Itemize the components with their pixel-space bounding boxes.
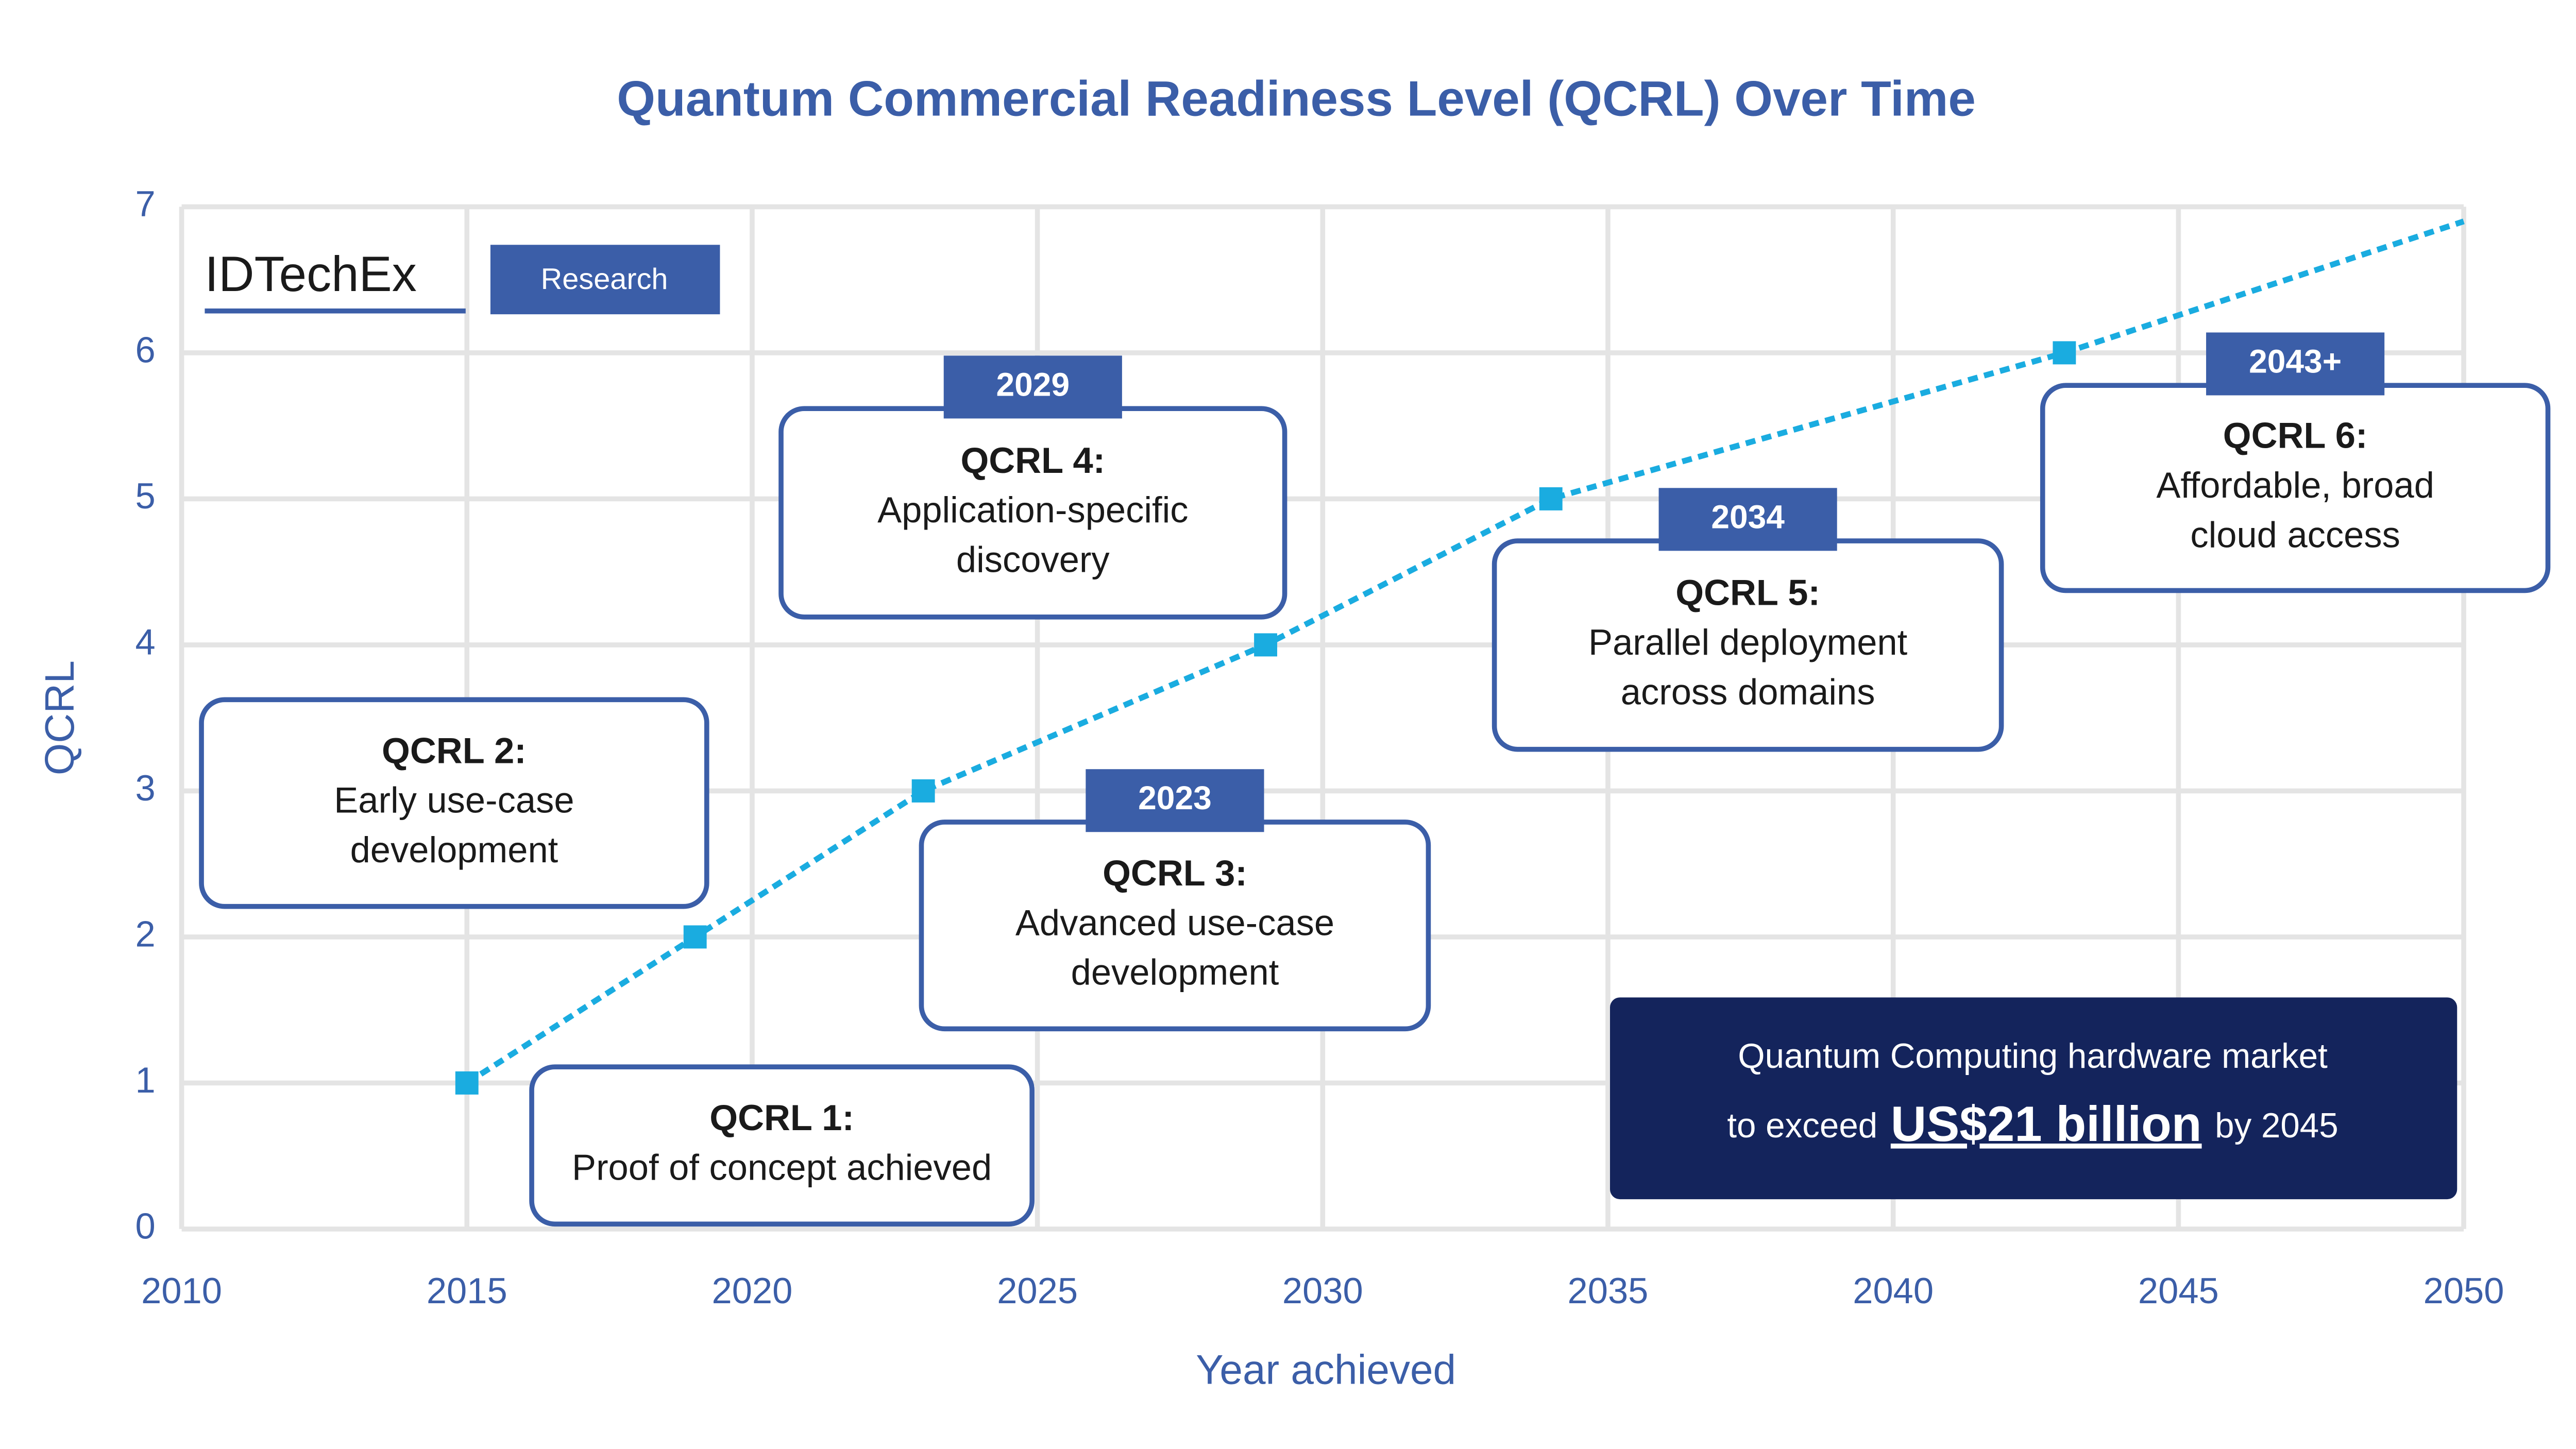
data-point xyxy=(911,779,935,803)
annotation-badge-bg xyxy=(2206,332,2385,396)
data-point xyxy=(455,1071,479,1095)
y-tick-label: 5 xyxy=(135,475,155,516)
annotation-box xyxy=(529,1064,1035,1227)
x-tick-label: 2050 xyxy=(2424,1270,2504,1311)
callout-highlight: US$21 billion xyxy=(1891,1097,2202,1152)
callout-line: to exceed US$21 billion by 2045 xyxy=(1727,1097,2338,1152)
y-axis-label: QCRL xyxy=(36,660,82,775)
y-tick-label: 7 xyxy=(135,183,155,224)
data-point xyxy=(1254,633,1278,657)
annotation-badge-bg xyxy=(1658,488,1837,551)
annotation-text: across domains xyxy=(1621,671,1875,712)
callout-text: to exceed xyxy=(1727,1106,1877,1145)
y-tick-label: 4 xyxy=(135,622,155,662)
y-tick-label: 0 xyxy=(135,1206,155,1247)
annotation-text: Advanced use-case xyxy=(1015,902,1334,943)
logo-tag-bg xyxy=(490,245,720,315)
annotation-badge: 2029 xyxy=(996,366,1070,403)
annotation-box xyxy=(199,697,709,909)
x-tick-label: 2040 xyxy=(1853,1270,1934,1311)
annotation-text: Application-specific xyxy=(877,489,1188,530)
y-tick-label: 6 xyxy=(135,329,155,370)
annotation-text: development xyxy=(1071,952,1279,993)
x-tick-label: 2025 xyxy=(997,1270,1078,1311)
annotation-heading: QCRL 3: xyxy=(1103,853,1247,893)
callout-line: Quantum Computing hardware market xyxy=(1738,1037,2328,1076)
annotation-text: development xyxy=(350,829,558,870)
x-axis-label: Year achieved xyxy=(1196,1346,1456,1392)
x-tick-label: 2020 xyxy=(712,1270,793,1311)
data-point xyxy=(2053,341,2076,365)
data-point xyxy=(683,925,707,949)
callout-box xyxy=(1610,997,2458,1200)
annotation-text: Proof of concept achieved xyxy=(572,1147,992,1188)
annotation-badge-bg xyxy=(943,355,1122,419)
annotation-badge: 2023 xyxy=(1138,779,1212,816)
x-tick-label: 2010 xyxy=(141,1270,222,1311)
x-tick-label: 2035 xyxy=(1568,1270,1649,1311)
annotation-badge: 2043+ xyxy=(2249,343,2342,380)
chart-title: Quantum Commercial Readiness Level (QCRL… xyxy=(617,71,1976,126)
logo-name: IDTechEx xyxy=(205,247,416,302)
x-tick-label: 2045 xyxy=(2138,1270,2219,1311)
annotation-heading: QCRL 2: xyxy=(382,730,527,771)
annotation-heading: QCRL 4: xyxy=(960,440,1105,481)
y-tick-label: 3 xyxy=(135,768,155,808)
callout-text: by 2045 xyxy=(2215,1106,2338,1145)
annotation-text: cloud access xyxy=(2190,514,2400,555)
annotation-text: Parallel deployment xyxy=(1588,622,1908,662)
annotation-text: Early use-case xyxy=(334,780,574,821)
y-tick-label: 1 xyxy=(135,1060,155,1100)
annotation-heading: QCRL 1: xyxy=(709,1097,854,1138)
annotation-heading: QCRL 6: xyxy=(2223,415,2368,456)
y-tick-label: 2 xyxy=(135,914,155,954)
annotation-badge-bg xyxy=(1086,769,1264,832)
annotation-badge: 2034 xyxy=(1711,498,1785,535)
x-tick-label: 2015 xyxy=(427,1270,507,1311)
x-tick-label: 2030 xyxy=(1282,1270,1363,1311)
annotation-heading: QCRL 5: xyxy=(1675,572,1820,613)
annotation-text: discovery xyxy=(956,539,1110,579)
data-point xyxy=(1539,487,1563,510)
logo-tag: Research xyxy=(541,263,668,296)
annotation-text: Affordable, broad xyxy=(2156,465,2434,505)
